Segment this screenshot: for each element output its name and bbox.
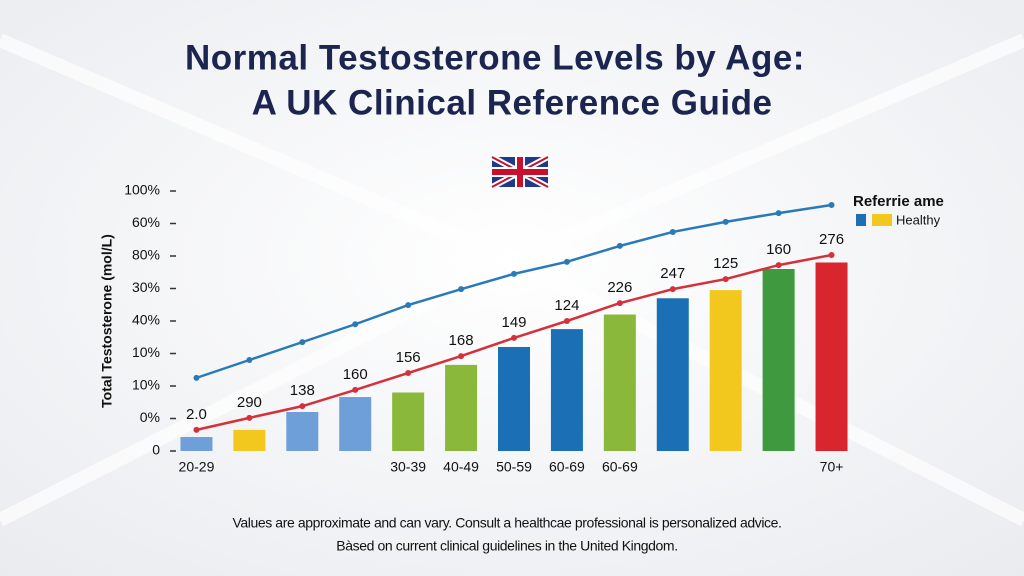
footnote: Values are approximate and can vary. Con… bbox=[232, 515, 781, 531]
y-tick-label: 10% bbox=[132, 377, 160, 393]
y-tick-label: 40% bbox=[132, 312, 160, 328]
line-point bbox=[775, 262, 782, 269]
line-point bbox=[616, 300, 623, 307]
y-tick-label: 80% bbox=[132, 247, 160, 263]
bar bbox=[550, 329, 583, 451]
x-tick-label: 30-39 bbox=[390, 459, 426, 475]
line-point bbox=[405, 370, 412, 376]
bar bbox=[286, 412, 319, 451]
x-tick-label: 70+ bbox=[820, 459, 844, 475]
data-label: 160 bbox=[766, 241, 791, 258]
line-point bbox=[193, 426, 200, 433]
bar bbox=[445, 364, 478, 451]
y-tick-label: 0 bbox=[152, 442, 160, 458]
data-label: 124 bbox=[554, 297, 579, 314]
y-tick-label: 100% bbox=[124, 182, 160, 198]
line-point bbox=[511, 270, 517, 277]
line-point bbox=[828, 252, 835, 259]
line-point bbox=[669, 286, 676, 293]
chart-title: Normal Testosterone Levels by Age: bbox=[185, 38, 805, 77]
line-point bbox=[246, 357, 253, 363]
line-point bbox=[352, 386, 359, 393]
data-label: 156 bbox=[396, 349, 421, 366]
legend-label: Healthy bbox=[896, 212, 941, 227]
line-point bbox=[775, 210, 782, 217]
line-point bbox=[616, 242, 623, 249]
data-label: 125 bbox=[713, 255, 738, 272]
legend-title: Referrie ame bbox=[853, 193, 944, 210]
line-point bbox=[722, 276, 729, 283]
footnote: Bàsed on current clinical guidelines in … bbox=[336, 538, 677, 554]
data-label: 290 bbox=[237, 394, 262, 411]
x-tick-label: 20-29 bbox=[179, 459, 215, 475]
line-point bbox=[563, 318, 570, 324]
line-point bbox=[246, 414, 253, 421]
uk-flag bbox=[490, 154, 550, 190]
line-point bbox=[828, 201, 835, 208]
data-label: 149 bbox=[501, 314, 526, 331]
x-tick-label: 50-59 bbox=[496, 459, 532, 475]
bar bbox=[498, 347, 530, 451]
data-label: 138 bbox=[290, 382, 315, 399]
line-point bbox=[299, 339, 306, 346]
data-label: 168 bbox=[449, 332, 474, 349]
legend-swatch bbox=[872, 214, 892, 226]
x-tick-label: 40-49 bbox=[443, 459, 479, 475]
legend-swatch bbox=[856, 214, 866, 226]
y-tick-label: 60% bbox=[132, 214, 160, 230]
data-label: 276 bbox=[819, 231, 844, 248]
bar bbox=[233, 429, 266, 451]
line-point bbox=[299, 403, 306, 410]
bar bbox=[762, 269, 795, 451]
y-axis-label: Total Testosterone (mol/L) bbox=[99, 234, 115, 408]
bar bbox=[709, 290, 742, 451]
bar bbox=[339, 397, 372, 451]
line-point bbox=[563, 258, 570, 265]
bar bbox=[815, 262, 848, 451]
bar bbox=[392, 392, 425, 451]
line-point bbox=[511, 334, 517, 341]
bar bbox=[656, 298, 689, 451]
x-tick-label: 60-69 bbox=[602, 459, 638, 475]
data-label: 226 bbox=[607, 279, 632, 296]
chart-subtitle: A UK Clinical Reference Guide bbox=[252, 83, 773, 122]
line-point bbox=[193, 374, 200, 381]
bar bbox=[603, 314, 636, 451]
line-point bbox=[722, 218, 729, 225]
line-point bbox=[669, 228, 676, 235]
x-tick-label: 60-69 bbox=[549, 459, 585, 475]
data-label: 2.0 bbox=[186, 406, 207, 423]
y-tick-label: 10% bbox=[132, 344, 160, 360]
line-point bbox=[352, 321, 359, 328]
bar bbox=[180, 437, 213, 451]
line-point bbox=[405, 302, 412, 309]
y-tick-label: 30% bbox=[132, 279, 160, 295]
y-tick-label: 0% bbox=[140, 409, 160, 425]
line-point bbox=[458, 353, 465, 360]
data-label: 160 bbox=[343, 366, 368, 383]
line-point bbox=[458, 286, 465, 293]
data-label: 247 bbox=[660, 265, 685, 282]
